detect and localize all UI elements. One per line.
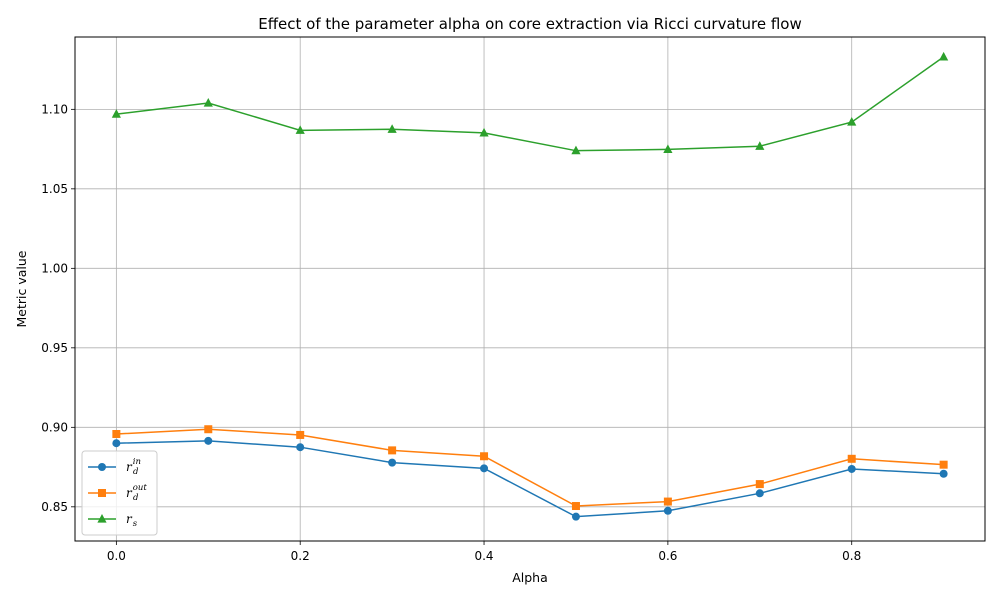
data-point	[203, 97, 213, 107]
data-point	[480, 464, 489, 473]
legend-label: rout d	[126, 483, 147, 503]
data-point	[388, 446, 397, 455]
data-point	[479, 127, 489, 137]
data-point	[204, 436, 213, 445]
data-point	[663, 497, 672, 506]
y-axis-label: Metric value	[14, 250, 29, 327]
data-point	[847, 454, 856, 463]
series-layer	[111, 51, 949, 521]
y-tick-label: 0.85	[41, 500, 68, 514]
x-tick-label: 0.8	[842, 549, 861, 563]
data-point	[755, 480, 764, 489]
legend-marker	[98, 489, 106, 497]
legend-label: rin d	[126, 457, 141, 477]
data-point	[939, 469, 948, 478]
data-point	[296, 430, 305, 439]
y-tick-label: 0.95	[41, 341, 68, 355]
x-tick-label: 0.6	[658, 549, 677, 563]
data-point	[295, 125, 305, 134]
plot-frame	[74, 36, 986, 542]
series-line	[116, 428, 944, 507]
data-point	[204, 425, 213, 434]
data-point	[847, 117, 857, 126]
series-line	[116, 56, 945, 152]
legend-item: rout d	[88, 483, 147, 503]
data-point	[939, 51, 949, 61]
data-point	[755, 141, 765, 150]
legend-marker	[97, 514, 107, 523]
data-point	[755, 489, 764, 498]
y-ticks: 0.85 0.90 0.95 1.00 1.05 1.10	[41, 102, 75, 514]
data-point	[571, 512, 580, 521]
data-point	[939, 460, 948, 469]
data-point	[571, 145, 581, 155]
series-d-out	[112, 425, 948, 511]
data-point	[112, 429, 121, 438]
grid	[75, 37, 985, 541]
data-point	[112, 439, 121, 448]
y-tick-label: 1.00	[41, 261, 68, 275]
data-point	[571, 502, 580, 511]
data-point	[663, 144, 673, 154]
x-ticks: 0.0 0.2 0.4 0.6 0.8	[107, 541, 861, 563]
x-axis-label: Alpha	[512, 570, 548, 585]
y-tick-label: 1.05	[41, 182, 68, 196]
data-point	[111, 109, 121, 118]
legend-item: rin d	[88, 457, 141, 477]
legend: rin d rout d rs	[81, 450, 158, 536]
legend-label: rs	[126, 512, 138, 529]
series-s	[111, 51, 949, 155]
legend-box	[81, 450, 158, 536]
legend-item: rs	[88, 512, 138, 529]
x-tick-label: 0.4	[474, 549, 493, 563]
data-point	[387, 124, 397, 133]
data-point	[296, 443, 305, 452]
series-d-in	[112, 436, 948, 521]
data-point	[847, 464, 856, 473]
data-point	[388, 458, 397, 467]
y-tick-label: 0.90	[41, 420, 68, 434]
data-point	[480, 452, 489, 461]
x-tick-label: 0.0	[107, 549, 126, 563]
x-tick-label: 0.2	[291, 549, 310, 563]
y-tick-label: 1.10	[41, 102, 68, 116]
chart-title: Effect of the parameter alpha on core ex…	[258, 15, 802, 33]
series-line	[116, 440, 944, 518]
data-point	[663, 506, 672, 515]
legend-marker	[98, 463, 106, 471]
